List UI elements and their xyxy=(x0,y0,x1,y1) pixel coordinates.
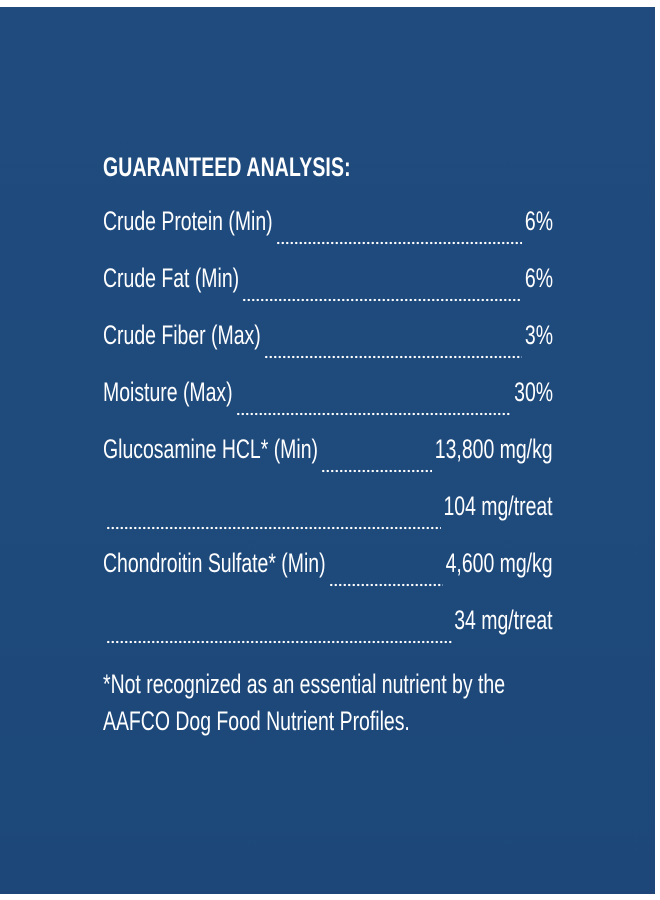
dot-leader xyxy=(320,469,433,473)
analysis-value-wrap: 34 mg/treat xyxy=(454,598,553,642)
analysis-value-wrap: 6% xyxy=(525,256,553,300)
analysis-value: 13,800 mg/kg xyxy=(434,434,553,464)
analysis-label-wrap: Glucosamine HCL* (Min) xyxy=(103,427,318,471)
analysis-table: Crude Protein (Min) 6% Crude Fat (Min) 6% Cr… xyxy=(103,199,553,655)
dot-leader xyxy=(106,526,441,530)
dot-leader xyxy=(106,640,452,644)
analysis-label: Crude Fiber (Max) xyxy=(103,320,261,350)
analysis-value-wrap: 3% xyxy=(525,313,553,357)
analysis-row: Glucosamine HCL* (Min) 13,800 mg/kg xyxy=(103,427,553,484)
analysis-value: 34 mg/treat xyxy=(454,605,553,635)
analysis-value: 30% xyxy=(514,377,554,407)
analysis-value: 6% xyxy=(524,206,554,236)
dot-leader xyxy=(263,355,522,359)
analysis-label-wrap: Crude Fiber (Max) xyxy=(103,313,261,357)
analysis-row: 34 mg/treat xyxy=(103,598,553,655)
analysis-label-wrap: Crude Fat (Min) xyxy=(103,256,239,300)
analysis-value-wrap: 30% xyxy=(514,370,553,414)
analysis-value-wrap: 4,600 mg/kg xyxy=(446,541,553,585)
analysis-row: 104 mg/treat xyxy=(103,484,553,541)
footnote: *Not recognized as an essential nutrient… xyxy=(103,669,506,736)
analysis-label: Crude Fat (Min) xyxy=(103,263,240,293)
analysis-value: 4,600 mg/kg xyxy=(445,548,553,578)
analysis-label-wrap: Moisture (Max) xyxy=(103,370,233,414)
analysis-label-wrap: Chondroitin Sulfate* (Min) xyxy=(103,541,326,585)
analysis-label: Glucosamine HCL* (Min) xyxy=(103,434,318,464)
dot-leader xyxy=(235,412,512,416)
analysis-label-wrap: Crude Protein (Min) xyxy=(103,199,273,243)
analysis-value: 6% xyxy=(524,263,554,293)
analysis-value-wrap: 6% xyxy=(525,199,553,243)
analysis-row: Crude Protein (Min) 6% xyxy=(103,199,553,256)
dot-leader xyxy=(242,298,522,302)
analysis-label: Moisture (Max) xyxy=(103,377,233,407)
analysis-content: GUARANTEED ANALYSIS: Crude Protein (Min)… xyxy=(103,147,553,740)
analysis-row: Crude Fat (Min) 6% xyxy=(103,256,553,313)
analysis-row: Crude Fiber (Max) 3% xyxy=(103,313,553,370)
analysis-heading: GUARANTEED ANALYSIS: xyxy=(103,152,351,182)
analysis-row: Chondroitin Sulfate* (Min) 4,600 mg/kg xyxy=(103,541,553,598)
analysis-value-wrap: 104 mg/treat xyxy=(443,484,553,528)
analysis-value: 3% xyxy=(524,320,554,350)
analysis-label: Chondroitin Sulfate* (Min) xyxy=(103,548,326,578)
guaranteed-analysis-panel: GUARANTEED ANALYSIS: Crude Protein (Min)… xyxy=(0,7,655,894)
dot-leader xyxy=(328,583,444,587)
analysis-row: Moisture (Max) 30% xyxy=(103,370,553,427)
analysis-label: Crude Protein (Min) xyxy=(103,206,273,236)
analysis-value: 104 mg/treat xyxy=(443,491,553,521)
analysis-value-wrap: 13,800 mg/kg xyxy=(435,427,553,471)
dot-leader xyxy=(275,241,522,245)
